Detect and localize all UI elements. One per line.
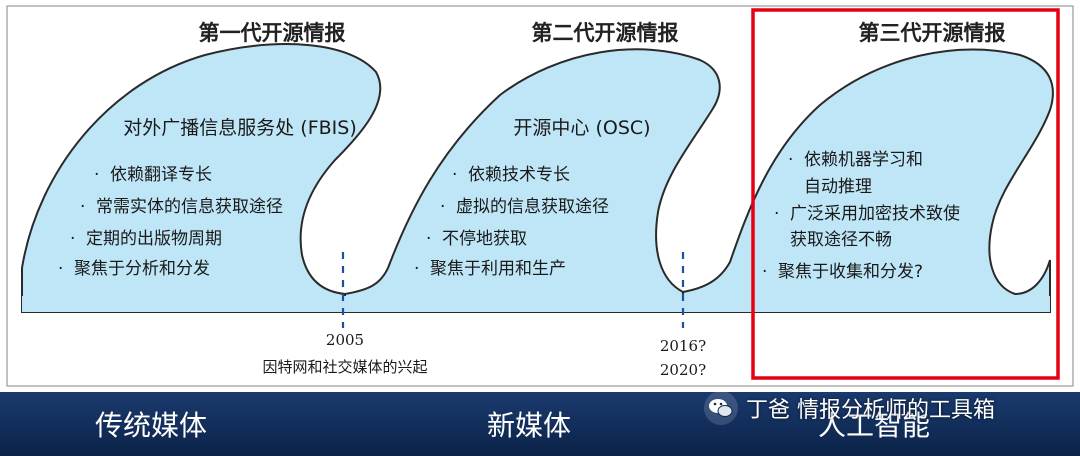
gen3-title: 第三代开源情报 xyxy=(859,21,1006,45)
gen1-bullets: · 依赖翻译专长 · 常需实体的信息获取途径 · 定期的出版物周期 · 聚焦于分… xyxy=(58,165,283,279)
bullet-dot: · xyxy=(440,197,445,217)
highlight-box xyxy=(751,8,1060,380)
watermark-text: 丁爸 情报分析师的工具箱 xyxy=(746,398,995,423)
bullet-dot: · xyxy=(426,229,431,249)
gen2-bullet: 聚焦于利用和生产 xyxy=(430,259,566,279)
wave-2 xyxy=(344,48,721,313)
gen1-bullet: 定期的出版物周期 xyxy=(86,229,222,249)
wave-3 xyxy=(682,48,1054,313)
bullet-dot: · xyxy=(452,165,457,185)
marker-year-2005: 2005 xyxy=(326,331,364,349)
bullet-dot: · xyxy=(94,165,99,185)
gen3-bullets: · 依赖机器学习和 自动推理 · 广泛采用加密技术致使 获取途径不畅 · 聚焦于… xyxy=(762,150,960,282)
gen2-bullets: · 依赖技术专长 · 虚拟的信息获取途径 · 不停地获取 · 聚焦于利用和生产 xyxy=(414,165,609,279)
marker-note-2005: 因特网和社交媒体的兴起 xyxy=(262,358,427,376)
bullet-dot: · xyxy=(762,262,767,282)
era-new-media: 新媒体 xyxy=(487,409,572,442)
bullet-dot: · xyxy=(58,259,63,279)
bullet-dot: · xyxy=(70,229,75,249)
bullet-dot: · xyxy=(788,150,793,170)
bullet-dot: · xyxy=(774,204,779,224)
wave-1 xyxy=(21,43,382,313)
osint-generations-diagram: 第一代开源情报 第二代开源情报 第三代开源情报 对外广播信息服务处 (FBIS)… xyxy=(6,5,1074,387)
gen2-bullet: 不停地获取 xyxy=(442,229,527,249)
gen2-bullet: 依赖技术专长 xyxy=(468,165,570,185)
gen1-title: 第一代开源情报 xyxy=(199,21,346,45)
gen3-bullet: 获取途径不畅 xyxy=(790,230,892,250)
gen3-bullet: 聚焦于收集和分发? xyxy=(778,262,923,282)
marker-year-2020: 2020? xyxy=(660,361,706,379)
marker-year-2016: 2016? xyxy=(660,337,706,355)
gen2-title: 第二代开源情报 xyxy=(532,21,679,45)
era-ai: 人工智能 xyxy=(818,409,931,442)
bullet-dot: · xyxy=(80,197,85,217)
wave-base xyxy=(22,296,1050,312)
era-bar xyxy=(0,392,1080,456)
wechat-icon xyxy=(704,391,738,425)
gen1-bullet: 依赖翻译专长 xyxy=(110,165,212,185)
gen3-bullet: 自动推理 xyxy=(804,177,872,197)
diagram-frame xyxy=(6,5,1074,387)
bullet-dot: · xyxy=(414,259,419,279)
gen1-heading: 对外广播信息服务处 (FBIS) xyxy=(123,117,357,139)
gen1-bullet: 常需实体的信息获取途径 xyxy=(96,197,283,217)
gen3-bullet: 依赖机器学习和 xyxy=(804,150,923,170)
gen2-heading: 开源中心 (OSC) xyxy=(513,117,650,139)
era-traditional-media: 传统媒体 xyxy=(95,409,208,442)
gen3-bullet: 广泛采用加密技术致使 xyxy=(790,203,960,224)
gen1-bullet: 聚焦于分析和分发 xyxy=(74,259,210,279)
gen2-bullet: 虚拟的信息获取途径 xyxy=(456,197,609,217)
watermark: 丁爸 情报分析师的工具箱 xyxy=(704,390,995,426)
